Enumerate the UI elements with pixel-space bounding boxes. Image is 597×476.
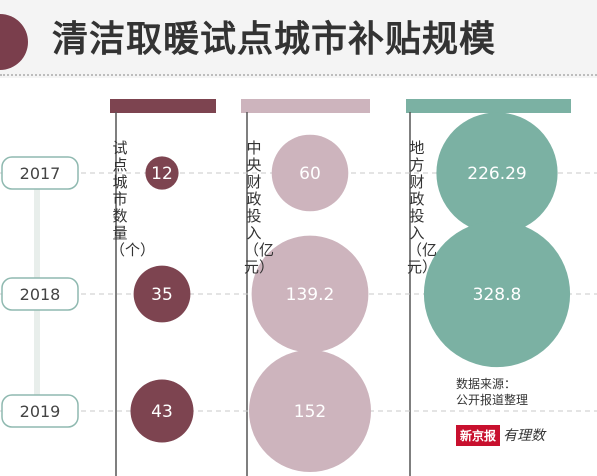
bubble (423, 220, 571, 368)
bubble-value-label: 139.2 (286, 285, 335, 305)
source-note: 数据来源： 公开报道整理 (456, 376, 528, 408)
bubble-value-label: 35 (151, 285, 173, 305)
header-divider (0, 74, 597, 76)
brand-name: 新京报 (456, 424, 501, 446)
bubble (271, 134, 349, 212)
column-bar-3 (406, 99, 571, 113)
column-label-2: 中央财政投入（亿元） (244, 139, 275, 276)
bubble (251, 235, 369, 353)
column-label-3: 地方财政投入（亿元） (407, 139, 438, 276)
bubble (130, 379, 194, 443)
column-label-1: 试点城市数量（个） (110, 139, 156, 259)
year-label: 2019 (20, 402, 61, 421)
bubble-value-label: 43 (151, 402, 173, 422)
header-accent-icon (0, 14, 28, 70)
year-label-box (1, 156, 79, 190)
brand-logo: 新京报 有理数 (456, 424, 545, 446)
year-label-box (1, 394, 79, 428)
source-line-1: 数据来源： (456, 377, 517, 391)
bubble-value-label: 328.8 (473, 285, 522, 305)
bubble (133, 265, 191, 323)
bubble-value-label: 152 (294, 402, 326, 422)
column-bar-2 (241, 99, 370, 113)
column-bar-1 (110, 99, 216, 113)
source-line-2: 公开报道整理 (456, 393, 529, 407)
bubble (145, 156, 179, 190)
brand-sub: 有理数 (503, 428, 546, 444)
year-label-box (1, 277, 79, 311)
year-label: 2018 (20, 285, 61, 304)
header-band (0, 0, 597, 78)
bubble (249, 350, 371, 472)
bubble (436, 112, 558, 234)
bubble-value-label: 12 (151, 164, 173, 184)
page-title: 清洁取暖试点城市补贴规模 (52, 19, 497, 60)
bubble-value-label: 60 (299, 164, 321, 184)
year-label: 2017 (20, 164, 61, 183)
bubble-value-label: 226.29 (467, 164, 526, 184)
